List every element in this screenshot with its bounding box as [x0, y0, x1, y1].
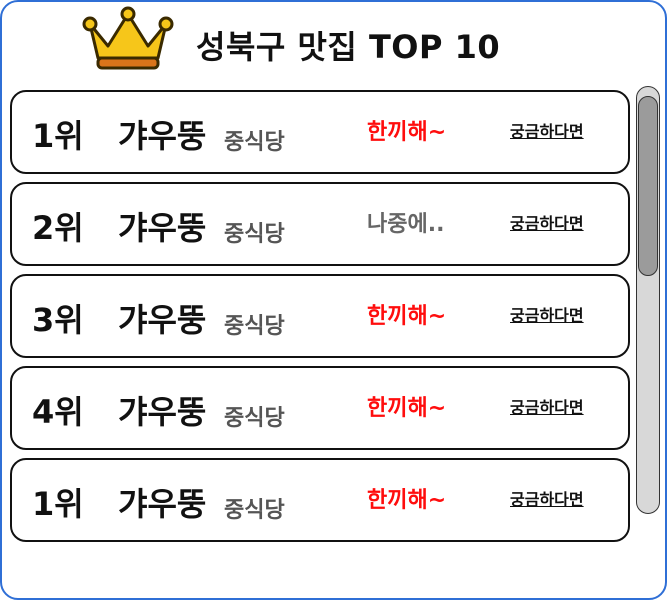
restaurant-name: 갸우뚱 — [118, 209, 207, 247]
category-label: 중식당 — [224, 498, 285, 523]
page-title: 성북구 맛집 TOP 10 — [196, 28, 501, 66]
list-item: 1위 갸우뚱 중식당 한끼해~ 궁금하다면 — [10, 90, 630, 174]
category-label: 중식당 — [224, 406, 285, 431]
list-item: 4위 갸우뚱 중식당 한끼해~ 궁금하다면 — [10, 366, 630, 450]
rank-label: 2위 — [32, 209, 84, 247]
status-label: 한끼해~ — [367, 488, 447, 513]
restaurant-name: 갸우뚱 — [118, 301, 207, 339]
details-link[interactable]: 궁금하다면 — [510, 214, 584, 233]
details-link[interactable]: 궁금하다면 — [510, 306, 584, 325]
category-label: 중식당 — [224, 314, 285, 339]
details-link[interactable]: 궁금하다면 — [510, 122, 584, 141]
list-item: 1위 갸우뚱 중식당 한끼해~ 궁금하다면 — [10, 458, 630, 542]
category-label: 중식당 — [224, 222, 285, 247]
restaurant-name: 갸우뚱 — [118, 117, 207, 155]
header: 성북구 맛집 TOP 10 — [0, 0, 671, 90]
list-item: 2위 갸우뚱 중식당 나중에.. 궁금하다면 — [10, 182, 630, 266]
rank-label: 4위 — [32, 393, 84, 431]
rank-label: 1위 — [32, 485, 84, 523]
status-label: 한끼해~ — [367, 396, 447, 421]
status-label: 한끼해~ — [367, 120, 447, 145]
rank-label: 3위 — [32, 301, 84, 339]
details-link[interactable]: 궁금하다면 — [510, 398, 584, 417]
restaurant-name: 갸우뚱 — [118, 485, 207, 523]
list-item: 3위 갸우뚱 중식당 한끼해~ 궁금하다면 — [10, 274, 630, 358]
crown-icon — [82, 6, 174, 70]
status-label: 한끼해~ — [367, 304, 447, 329]
rank-label: 1위 — [32, 117, 84, 155]
category-label: 중식당 — [224, 130, 285, 155]
status-label: 나중에.. — [367, 212, 445, 237]
scrollbar-thumb[interactable] — [638, 96, 658, 276]
details-link[interactable]: 궁금하다면 — [510, 490, 584, 509]
restaurant-name: 갸우뚱 — [118, 393, 207, 431]
